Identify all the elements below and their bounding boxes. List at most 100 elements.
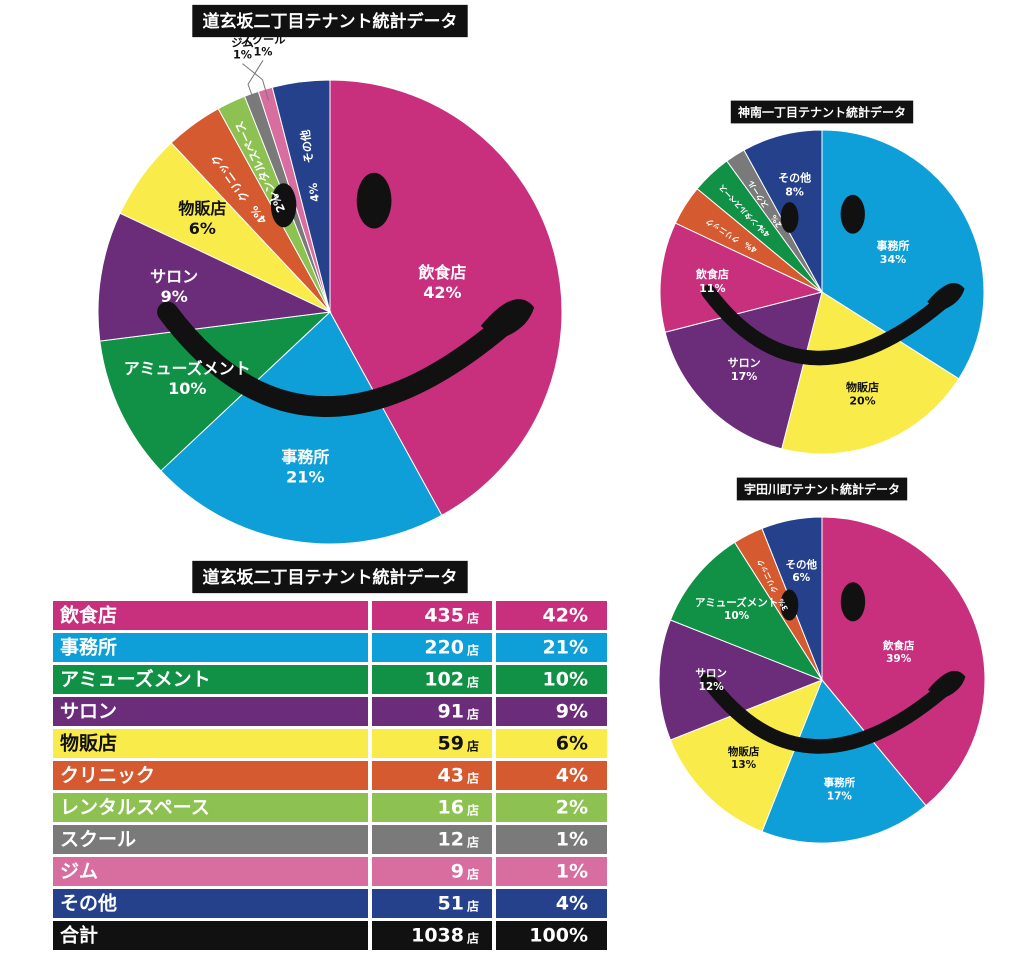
row-label: その他 — [60, 892, 117, 915]
pie-slice — [821, 129, 985, 380]
slice-label: 飲食店 — [695, 267, 729, 281]
table-cell — [53, 633, 368, 662]
face-eye — [356, 172, 392, 229]
chart-title: 神南一丁目テナント統計データ — [738, 105, 906, 120]
table-cell — [496, 601, 607, 630]
row-unit: 店 — [467, 739, 479, 754]
slice-label: 事務所 — [824, 776, 856, 789]
row-count: 1038 — [411, 925, 464, 947]
leader-line — [242, 63, 269, 101]
slice-value-label: 6% — [792, 572, 810, 584]
table-cell — [496, 921, 607, 950]
table-cell — [372, 601, 492, 630]
row-count: 435 — [424, 605, 464, 627]
row-count: 12 — [438, 829, 464, 851]
table-cell — [496, 697, 607, 726]
row-percent: 4% — [556, 765, 588, 787]
row-count: 43 — [438, 765, 464, 787]
table-row: クリニック 43 店 4% — [53, 761, 607, 790]
pie-slice — [669, 541, 824, 682]
row-count: 220 — [424, 637, 464, 659]
title-background — [730, 100, 914, 124]
row-label: 物販店 — [60, 732, 117, 755]
table-cell — [372, 857, 492, 886]
table-row: 物販店 59 店 6% — [53, 729, 607, 758]
title-background — [736, 477, 908, 501]
face-mouth-tip — [480, 299, 535, 340]
row-unit: 店 — [467, 931, 479, 946]
row-percent: 1% — [556, 861, 588, 883]
slice-value-label: 17% — [827, 790, 853, 802]
pie-slice — [821, 516, 986, 807]
table-row: サロン 91 店 9% — [53, 697, 607, 726]
slice-value-label: 4% — [307, 182, 322, 202]
pie-slice — [658, 619, 824, 741]
row-unit: 店 — [467, 643, 479, 658]
slice-value-label: 8% — [785, 185, 804, 198]
pie-slice — [761, 679, 927, 844]
slice-value-label: 10% — [168, 379, 206, 398]
pie-slice — [160, 311, 443, 545]
table-cell — [372, 697, 492, 726]
slice-value-label: 1% — [254, 45, 273, 58]
table-cell — [496, 793, 607, 822]
slice-value-label: 42% — [423, 283, 461, 302]
table-cell — [53, 601, 368, 630]
table-cell — [496, 889, 607, 918]
row-label: アミューズメント — [60, 668, 211, 691]
row-label: クリニック — [60, 765, 155, 787]
face-mouth — [701, 284, 956, 366]
face-mouth — [157, 301, 522, 417]
table-row: その他 51 店 4% — [53, 889, 607, 918]
row-unit: 店 — [467, 835, 479, 850]
slice-label: 物販店 — [178, 199, 226, 218]
row-percent: 4% — [556, 893, 588, 915]
table-cell — [372, 633, 492, 662]
face-eye — [270, 183, 297, 228]
table-cell — [53, 889, 368, 918]
slice-label: ジム — [231, 37, 253, 50]
slice-label: 事務所 — [876, 238, 909, 252]
table-row: 飲食店 435 店 42% — [53, 601, 607, 630]
slice-value-label: 34% — [880, 253, 906, 266]
pie-slice — [781, 291, 960, 455]
table-cell — [53, 825, 368, 854]
table-cell — [53, 857, 368, 886]
row-unit: 店 — [467, 707, 479, 722]
slice-value-label: 10% — [724, 610, 750, 622]
table-cell — [496, 633, 607, 662]
slice-value-label: 12% — [699, 681, 725, 693]
slice-label: その他 — [298, 128, 316, 164]
slice-label: その他 — [785, 558, 817, 571]
pie-slice — [99, 311, 332, 472]
slice-label: 飲食店 — [882, 639, 915, 652]
table-cell — [53, 793, 368, 822]
table-cell — [372, 921, 492, 950]
title-box: 道玄坂二丁目テナント統計データ — [192, 560, 468, 594]
table-cell — [53, 697, 368, 726]
face-eye — [840, 582, 866, 622]
slice-label: アミューズメント — [124, 359, 251, 378]
row-label: 合計 — [60, 924, 98, 947]
table-cell — [372, 761, 492, 790]
table-cell — [496, 665, 607, 694]
slice-value-label: 1% — [233, 49, 252, 62]
slice-label-group: その他 4% — [298, 128, 322, 202]
row-label: ジム — [60, 861, 98, 883]
row-count: 51 — [438, 893, 464, 915]
row-unit: 店 — [467, 771, 479, 786]
row-label: スクール — [60, 829, 136, 851]
row-percent: 42% — [543, 605, 588, 627]
table-row: 合計 1038 店 100% — [53, 921, 607, 950]
chart-title: 道玄坂二丁目テナント統計データ — [203, 567, 458, 588]
title-background — [192, 4, 468, 38]
face-eye — [840, 194, 865, 234]
row-count: 91 — [438, 701, 464, 723]
slice-value-label: 20% — [849, 395, 875, 408]
row-unit: 店 — [467, 899, 479, 914]
title-background — [192, 560, 468, 594]
row-percent: 21% — [543, 637, 588, 659]
row-percent: 100% — [529, 925, 588, 947]
face-eye — [780, 589, 799, 621]
